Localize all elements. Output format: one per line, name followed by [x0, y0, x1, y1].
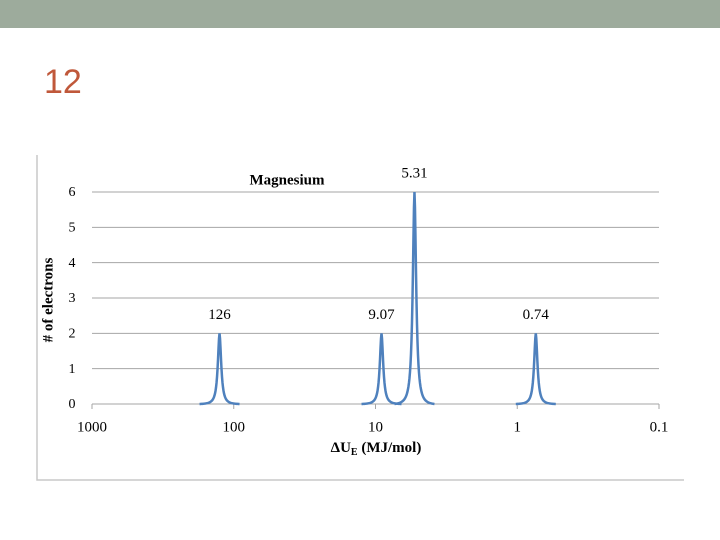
y-tick-label: 0: [69, 397, 76, 412]
data-label: 5.31: [401, 165, 427, 181]
chart-title: Magnesium: [250, 172, 326, 188]
slide-number: 12: [44, 63, 82, 101]
y-tick-label: 2: [69, 327, 76, 342]
chart-frame: [36, 155, 684, 481]
peak: [199, 333, 240, 406]
data-label: 126: [208, 307, 231, 323]
y-tick-label: 3: [69, 291, 76, 306]
data-label: 0.74: [523, 307, 550, 323]
x-axis-title-sub: E: [351, 447, 358, 458]
y-tick-label: 6: [69, 185, 76, 200]
data-label: 9.07: [368, 307, 395, 323]
x-tick-label: 1000: [77, 419, 107, 435]
y-tick-label: 1: [69, 362, 76, 377]
x-tick-label: 100: [223, 419, 246, 435]
top-bar: [0, 0, 720, 28]
peak: [394, 191, 435, 406]
y-axis-title: # of electrons: [40, 257, 56, 342]
x-tick-label: 1: [514, 419, 522, 435]
y-tick-label: 4: [69, 256, 76, 271]
y-tick-label: 5: [69, 221, 76, 236]
x-axis-title-part: ΔU: [331, 440, 351, 456]
x-axis-title: ΔUE (MJ/mol): [331, 440, 422, 458]
peak: [515, 333, 556, 406]
x-tick-label: 10: [368, 419, 383, 435]
x-tick-label: 0.1: [650, 419, 669, 435]
x-axis-title-part: (MJ/mol): [358, 440, 422, 456]
